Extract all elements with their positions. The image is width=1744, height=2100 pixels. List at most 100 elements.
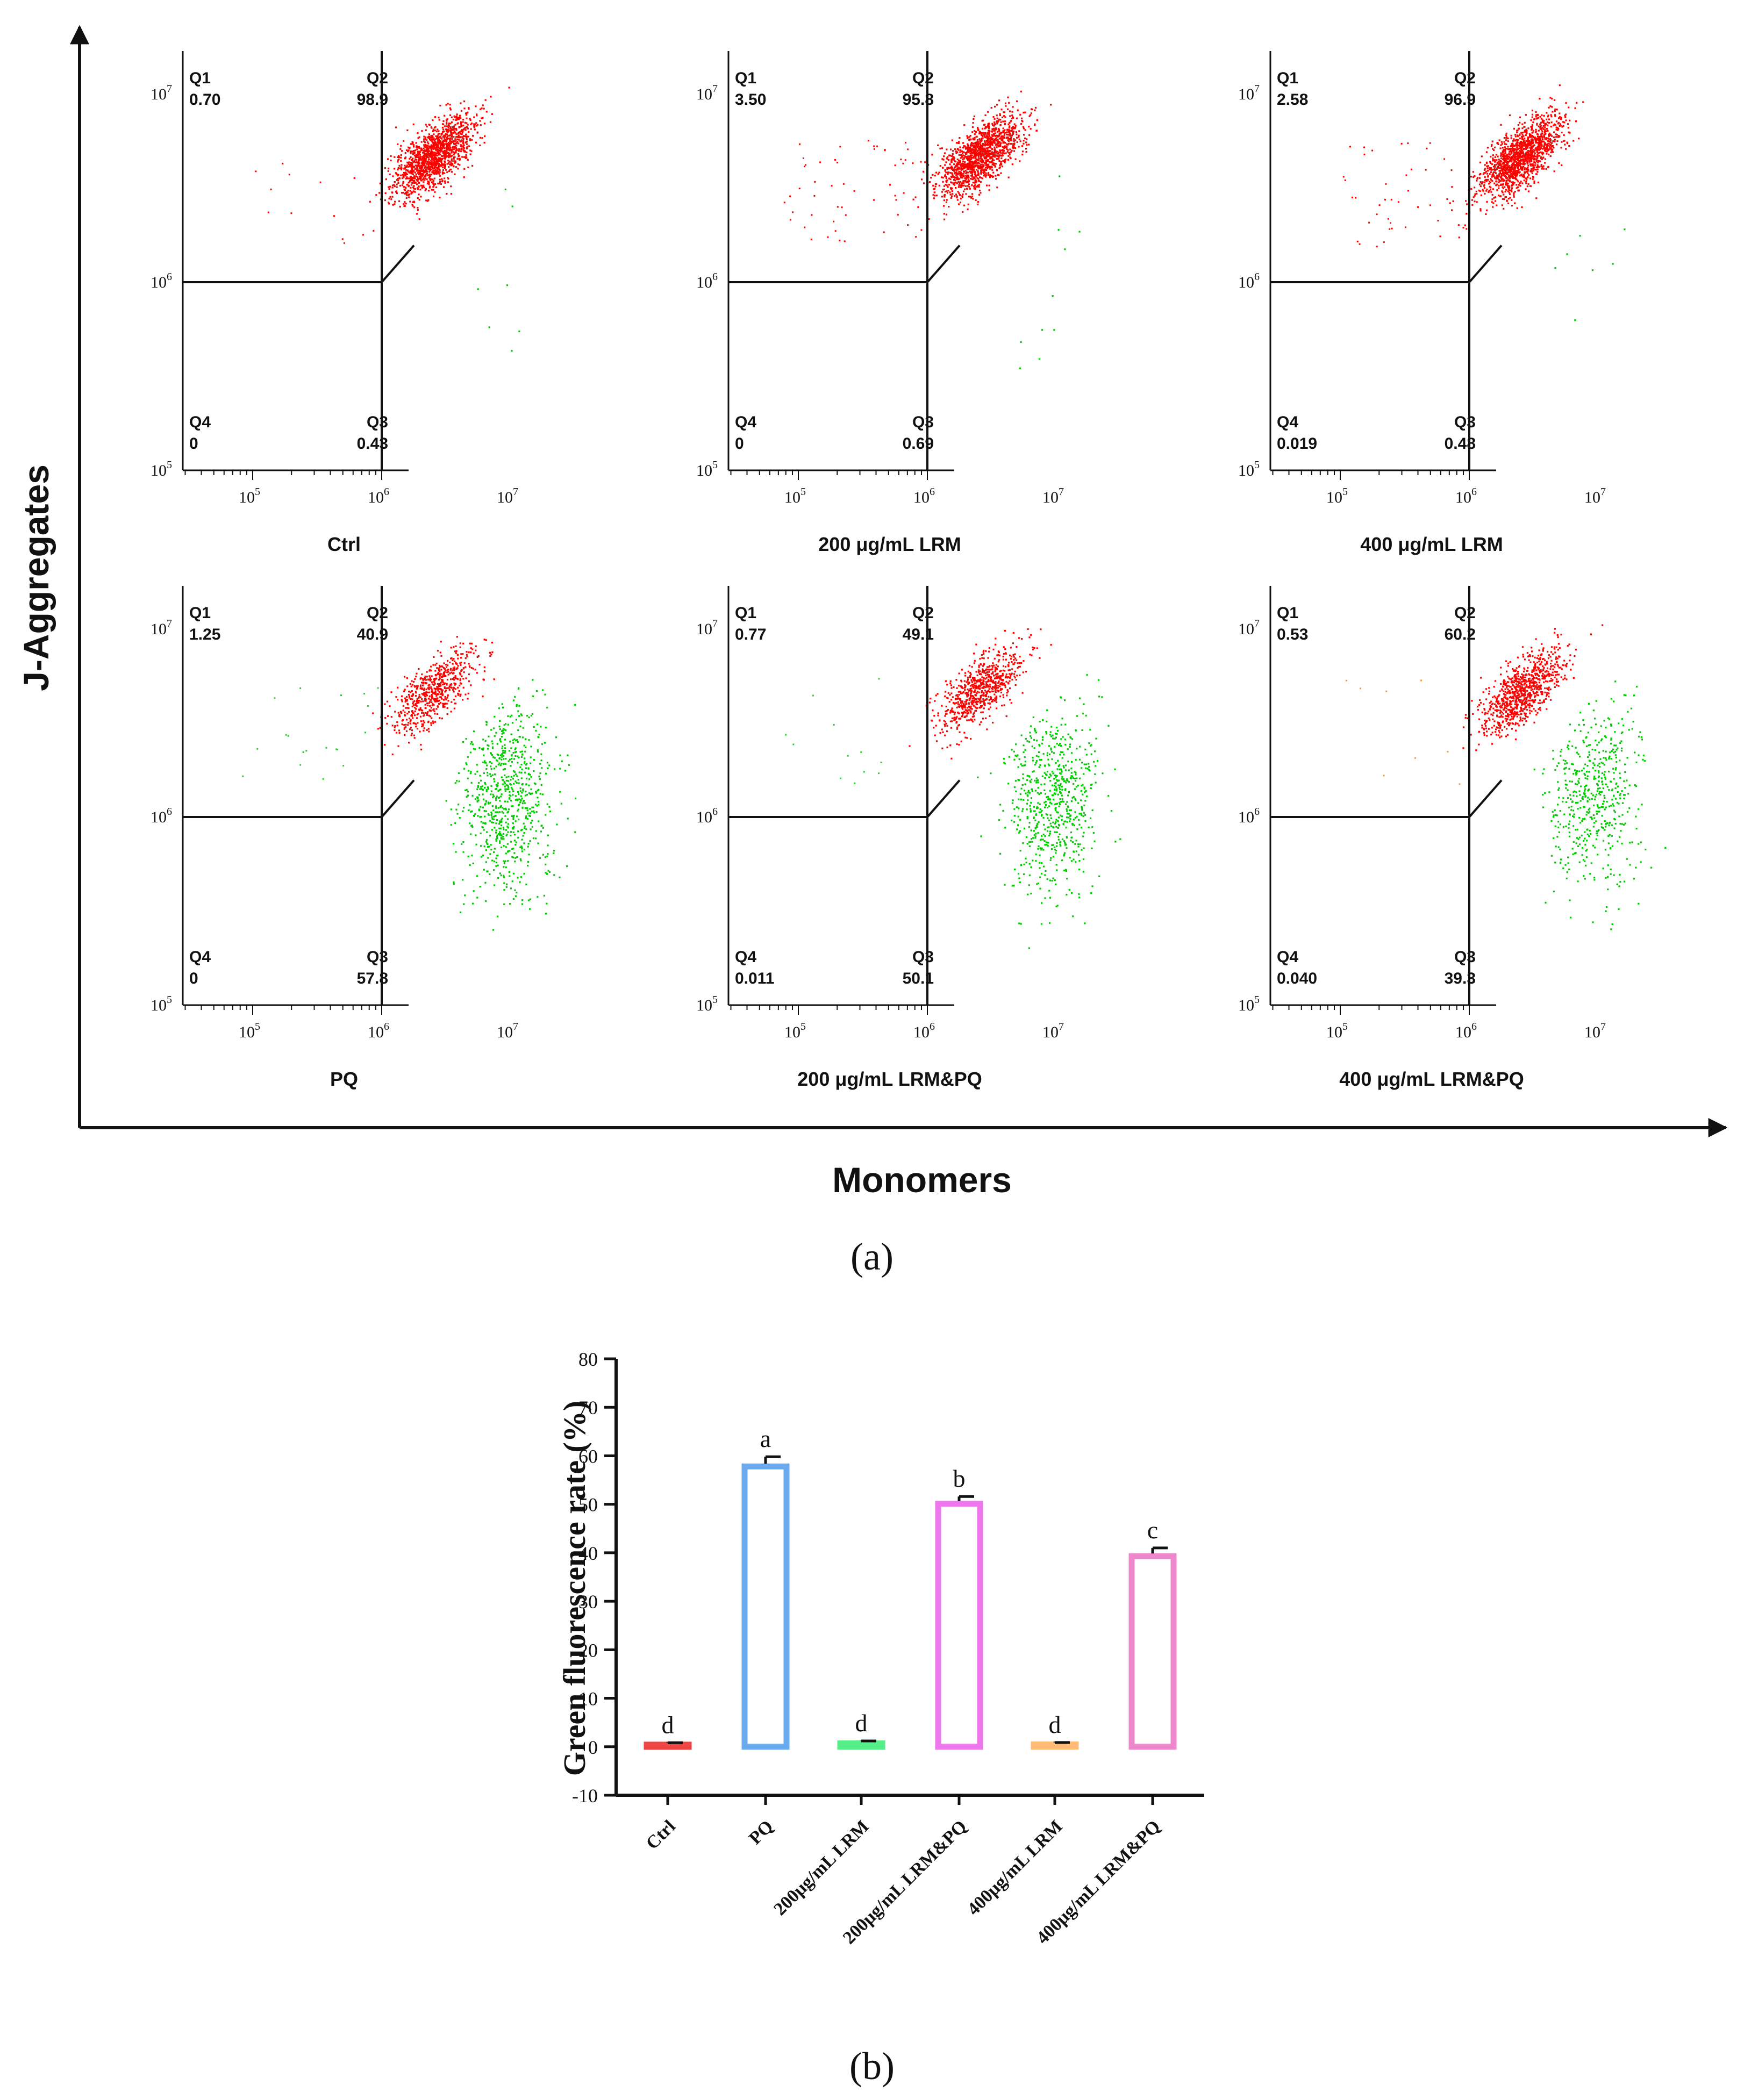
q2-event <box>459 673 461 675</box>
q1-event <box>895 199 897 201</box>
q2-event <box>985 174 987 176</box>
q2-event <box>974 182 976 184</box>
q2-event <box>426 149 428 152</box>
q2-event <box>984 136 986 138</box>
q1-event <box>915 236 917 238</box>
q2-event <box>989 157 991 160</box>
q1-event <box>1407 142 1409 145</box>
q2-event <box>452 148 454 150</box>
q2-event <box>978 165 981 168</box>
q2-event <box>1507 157 1510 160</box>
q2-event <box>1505 183 1507 185</box>
q2-event <box>949 178 952 181</box>
q2-event <box>1532 157 1534 160</box>
q2-event <box>377 728 380 730</box>
q2-event <box>1513 167 1515 169</box>
q2-event <box>1533 144 1535 146</box>
q2-event <box>1489 185 1491 188</box>
q2-event <box>953 176 955 178</box>
q1-event <box>1407 190 1409 192</box>
q2-event <box>975 181 977 183</box>
q2-event <box>992 124 994 126</box>
q2-event <box>1526 139 1528 142</box>
q2-event <box>975 180 977 182</box>
q2-event <box>955 193 957 196</box>
q2-event <box>1548 133 1550 135</box>
q2-event <box>946 184 948 187</box>
q2-event <box>983 157 986 160</box>
q2-event <box>437 167 439 169</box>
q2-event <box>977 166 980 168</box>
q2-event <box>460 150 462 153</box>
q2-event <box>449 104 451 106</box>
q2-event <box>441 181 444 183</box>
q2-event <box>1497 143 1499 145</box>
dot-plots: 105 106 107107106105Q10.70Q298.9Q40Q30.43C… <box>151 51 1667 1090</box>
q2-event <box>405 173 408 175</box>
q2-event <box>1482 190 1484 192</box>
q2-event <box>446 684 448 686</box>
q2-event <box>449 147 451 149</box>
q2-event <box>917 206 919 208</box>
q2-event <box>1479 185 1482 188</box>
q2-event <box>996 137 998 139</box>
q2-event <box>1493 164 1496 166</box>
q2-event <box>447 130 449 132</box>
q2-event <box>438 688 440 690</box>
q2-event <box>969 161 972 163</box>
q1-event <box>290 212 292 214</box>
q1-event <box>343 242 345 244</box>
q2-event <box>1547 130 1549 132</box>
q2-event <box>1528 153 1531 155</box>
q2-event <box>462 142 464 145</box>
q2-event <box>420 149 422 152</box>
q2-event <box>448 154 451 156</box>
q2-event <box>938 184 940 187</box>
q2-event <box>1532 167 1534 169</box>
q2-event <box>455 166 458 168</box>
q2-event <box>425 188 427 190</box>
q2-event <box>1012 147 1014 149</box>
q2-event <box>971 131 974 133</box>
q2-event <box>1525 147 1527 149</box>
q2-event <box>970 150 973 152</box>
q2-event <box>1493 168 1496 170</box>
q2-event <box>431 154 433 156</box>
q2-event <box>1006 128 1009 131</box>
q2-event <box>1011 127 1014 129</box>
q2-event <box>444 155 446 157</box>
q2-event <box>1509 177 1511 180</box>
q2-event <box>415 142 417 144</box>
q2-event <box>410 163 412 166</box>
q2-event <box>435 161 437 163</box>
q2-event <box>440 183 442 185</box>
q2-event <box>1003 115 1005 117</box>
q2-event <box>442 128 445 131</box>
q2-event <box>489 651 491 654</box>
q2-event <box>1516 148 1518 151</box>
q2-event <box>1491 193 1493 196</box>
q2-event <box>1512 162 1514 164</box>
q2-event <box>972 169 974 171</box>
q2-event <box>412 157 414 160</box>
q2-event <box>428 698 430 700</box>
q2-event <box>958 141 960 143</box>
q2-event <box>956 178 958 181</box>
q1-event <box>827 236 829 238</box>
y-tick-label: 106 <box>1238 271 1260 291</box>
q2-event <box>999 132 1002 134</box>
q2-event <box>968 167 970 169</box>
q2-event <box>959 137 961 139</box>
q2-event <box>1036 119 1038 121</box>
q2-event <box>476 124 479 126</box>
q2-event <box>974 153 976 155</box>
q2-event <box>453 666 455 669</box>
q2-event <box>1512 149 1514 151</box>
q2-event <box>439 175 441 177</box>
q2-event <box>441 698 443 700</box>
q2-event <box>414 177 416 180</box>
q2-event <box>954 148 956 150</box>
q2-event <box>981 163 983 166</box>
q2-event <box>1524 138 1526 140</box>
q2-event <box>985 126 987 128</box>
